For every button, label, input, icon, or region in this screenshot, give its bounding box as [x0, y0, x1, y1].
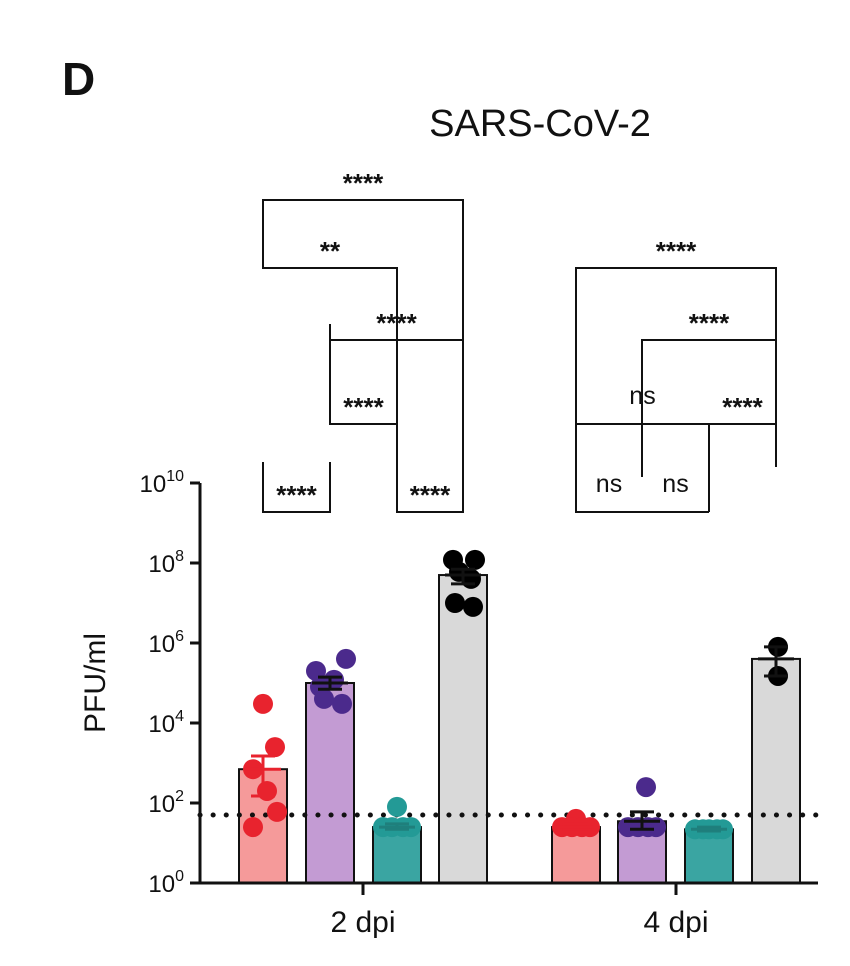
significance-label: ****: [689, 308, 730, 338]
data-point: [257, 780, 277, 801]
x-tick-label: 4 dpi: [643, 906, 708, 939]
data-point: [314, 688, 334, 709]
significance-bracket: ****: [396, 462, 464, 513]
significance-bracket: ns: [642, 470, 709, 513]
y-tick-label: 102: [148, 788, 184, 818]
y-tick-label: 100: [148, 868, 184, 898]
significance-label: ****: [656, 236, 697, 266]
bar: [305, 682, 355, 884]
data-point: [265, 737, 285, 758]
y-axis-label: PFU/ml: [79, 633, 112, 733]
significance-label: ****: [276, 480, 317, 510]
x-tick-label: 2 dpi: [330, 906, 395, 939]
y-tick-label: 104: [148, 708, 184, 738]
y-tick-label: 108: [148, 548, 184, 578]
significance-label: ns: [629, 382, 655, 410]
significance-label: ns: [596, 470, 622, 498]
significance-label: ns: [662, 470, 688, 498]
data-point: [336, 648, 356, 669]
significance-label: **: [320, 236, 341, 266]
error-bar: [445, 567, 481, 586]
significance-brackets: ****************** ************ns ****ns ns: [262, 168, 777, 513]
data-point: [387, 796, 407, 817]
significance-label: ****: [343, 168, 384, 198]
data-point: [465, 549, 485, 570]
significance-label: ****: [722, 392, 763, 422]
axes: 100 102 104 106 108 1010 2 dpi 4 dpi: [140, 468, 818, 939]
panel-label: D: [62, 53, 95, 105]
significance-bracket: **: [262, 236, 398, 462]
error-bar: [558, 822, 594, 831]
error-bar: [691, 825, 727, 833]
chart-title: SARS-CoV-2: [429, 103, 651, 145]
significance-bracket: ****: [262, 168, 464, 462]
data-point: [267, 801, 287, 822]
significance-label: ****: [343, 392, 384, 422]
data-point: [463, 596, 483, 617]
significance-bracket: ****: [575, 236, 777, 477]
significance-label: ****: [410, 480, 451, 510]
error-bar: [245, 754, 281, 798]
error-bar: [624, 810, 660, 831]
error-bars-layer: [245, 567, 794, 833]
significance-bracket: ****: [641, 308, 777, 477]
error-bar: [379, 822, 415, 831]
y-tick-label: 1010: [140, 468, 185, 498]
y-tick-label: 106: [148, 628, 184, 658]
error-bar: [312, 675, 348, 691]
data-point: [253, 693, 273, 714]
data-point: [445, 593, 465, 613]
significance-bracket: ns: [575, 470, 642, 513]
data-point: [636, 777, 656, 798]
significance-label: ****: [376, 308, 417, 338]
significance-bracket: ****: [329, 324, 398, 462]
significance-bracket: ****: [708, 392, 777, 477]
error-bar: [758, 645, 794, 678]
significance-bracket: ****: [262, 462, 331, 513]
data-point: [332, 693, 352, 714]
bar: [438, 574, 488, 884]
bar: [751, 657, 801, 884]
data-point: [243, 817, 263, 838]
